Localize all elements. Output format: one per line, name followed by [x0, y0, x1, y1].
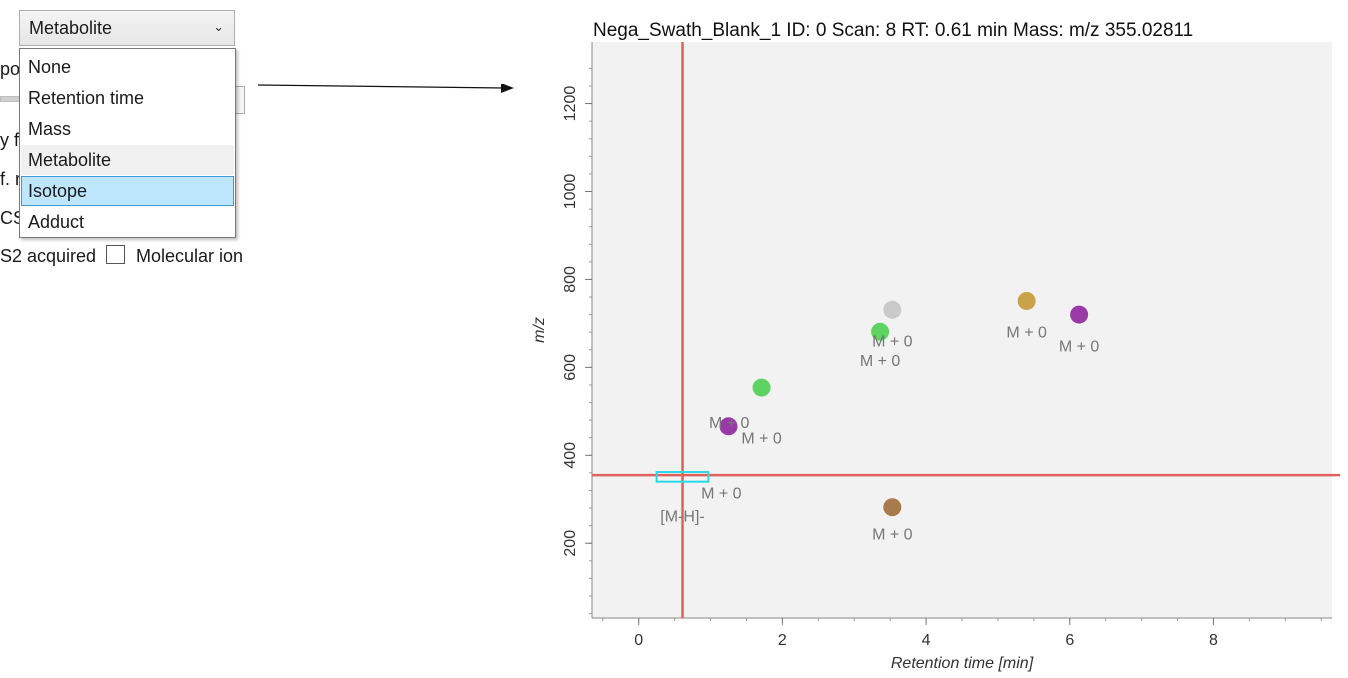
crosshair-annotation: M + 0 [701, 485, 742, 502]
point-label: M + 0 [872, 334, 913, 351]
combobox-value: Metabolite [29, 18, 113, 38]
slider-track[interactable] [0, 96, 21, 102]
chevron-down-icon: ⌄ [213, 19, 224, 34]
x-tick-label: 6 [1065, 632, 1074, 649]
x-tick-label: 8 [1209, 632, 1218, 649]
x-axis-label: Retention time [min] [891, 655, 1034, 672]
y-tick-label: 200 [562, 530, 579, 557]
y-tick-label: 800 [562, 266, 579, 293]
molecular-ion-checkbox[interactable] [106, 245, 125, 264]
data-point[interactable] [883, 300, 902, 319]
data-point[interactable] [1070, 305, 1089, 324]
point-label: M + 0 [872, 527, 913, 544]
hidden-label-2: y f [0, 130, 20, 150]
selected-peak-box[interactable] [655, 471, 710, 483]
point-label: M + 0 [1059, 339, 1100, 356]
point-label: M + 0 [741, 430, 782, 447]
data-point[interactable] [871, 322, 890, 341]
y-tick-label: 600 [562, 354, 579, 381]
dropdown-item-none[interactable]: None [28, 57, 72, 77]
chart-title: Nega_Swath_Blank_1 ID: 0 Scan: 8 RT: 0.6… [593, 20, 1193, 41]
crosshair-annotation: [M-H]- [660, 508, 704, 525]
y-tick-label: 1000 [562, 174, 579, 210]
x-tick-label: 4 [922, 632, 931, 649]
data-point[interactable] [1017, 291, 1036, 310]
y-axis-label: m/z [531, 317, 548, 343]
y-tick-label: 1200 [562, 86, 579, 122]
data-point[interactable] [752, 378, 771, 397]
ms2-acquired-label: S2 acquired [0, 246, 97, 266]
y-tick-label: 400 [562, 442, 579, 469]
dropdown-item-metabolite[interactable]: Metabolite [21, 145, 234, 175]
x-tick-label: 2 [778, 632, 787, 649]
dropdown-item-retention-time[interactable]: Retention time [28, 88, 145, 108]
hidden-label-3: f. r [0, 169, 21, 189]
hidden-label-1: po [0, 59, 21, 79]
mz-rt-scatter-chart: Nega_Swath_Blank_1 ID: 0 Scan: 8 RT: 0.6… [531, 20, 1340, 672]
color-by-dropdown: None Retention time Mass Metabolite Isot… [19, 48, 236, 238]
molecular-ion-label: Molecular ion [136, 246, 244, 266]
hidden-label-4: CS [0, 208, 26, 228]
plot-area[interactable] [592, 42, 1332, 618]
dropdown-item-mass[interactable]: Mass [28, 119, 72, 139]
data-point[interactable] [719, 417, 738, 436]
dropdown-item-adduct[interactable]: Adduct [28, 212, 85, 232]
dropdown-item-isotope[interactable]: Isotope [21, 176, 234, 206]
point-label: M + 0 [1006, 324, 1047, 341]
x-tick-label: 0 [634, 632, 643, 649]
hidden-textbox[interactable] [236, 86, 245, 114]
point-label: M + 0 [860, 353, 901, 370]
annotation-arrow [258, 84, 514, 93]
color-by-combobox[interactable]: Metabolite ⌄ [19, 10, 235, 46]
point-label: M + 0 [709, 415, 750, 432]
filter-panel: po y f f. r CS S2 acquired Molecular ion… [0, 0, 260, 678]
data-point[interactable] [883, 498, 902, 517]
